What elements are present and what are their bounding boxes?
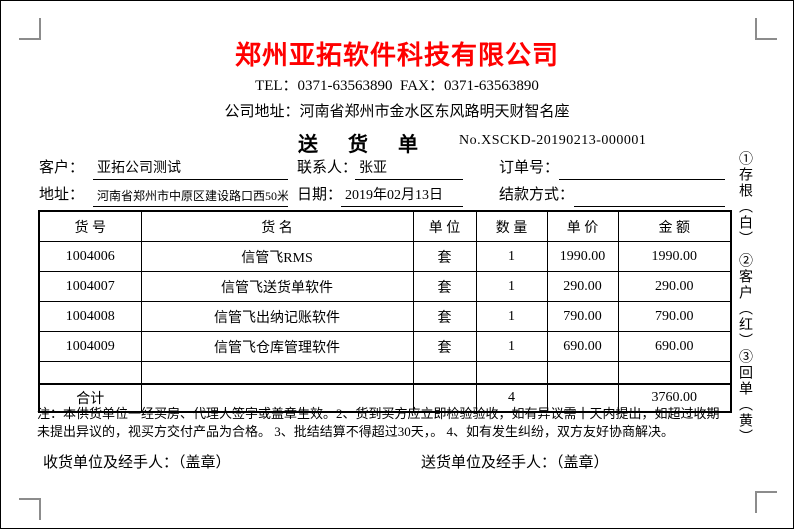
table-total-row: 合计 4 3760.00 bbox=[38, 383, 732, 413]
cell-item-no: 1004008 bbox=[38, 301, 142, 332]
total-amount: 3760.00 bbox=[617, 383, 732, 413]
cell-amount: 790.00 bbox=[617, 301, 732, 332]
order-no-label: 订单号： bbox=[499, 160, 560, 176]
table-row: 1004007 信管飞送货单软件 套 1 290.00 290.00 bbox=[38, 271, 732, 302]
header-unit-price: 单 价 bbox=[546, 210, 619, 242]
cell-item-name: 信管飞送货单软件 bbox=[140, 271, 414, 302]
cell-item-name bbox=[140, 361, 414, 385]
customer-label: 客户： bbox=[39, 160, 85, 176]
copy-label-customer-red: ②客户（红） bbox=[737, 253, 752, 349]
cell-unit-price: 1990.00 bbox=[546, 241, 619, 272]
table-row: 1004006 信管飞RMS 套 1 1990.00 1990.00 bbox=[38, 241, 732, 272]
header-amount: 金 额 bbox=[617, 210, 732, 242]
crop-mark-top-left-icon bbox=[19, 18, 41, 40]
cell-item-no: 1004007 bbox=[38, 271, 142, 302]
payment-method-label: 结款方式： bbox=[499, 187, 575, 203]
total-unit-blank bbox=[412, 383, 477, 413]
document-number: No.XSCKD-20190213-000001 bbox=[459, 133, 647, 148]
cell-amount: 690.00 bbox=[617, 331, 732, 362]
contact-label: 联系人： bbox=[297, 160, 358, 176]
date-value: 2019年02月13日 bbox=[341, 186, 463, 207]
table-row: 1004009 信管飞仓库管理软件 套 1 690.00 690.00 bbox=[38, 331, 732, 362]
cell-item-no bbox=[38, 361, 142, 385]
cell-unit-price: 690.00 bbox=[546, 331, 619, 362]
header-item-name: 货 名 bbox=[140, 210, 414, 242]
cell-item-name: 信管飞仓库管理软件 bbox=[140, 331, 414, 362]
receiver-signature-line: 收货单位及经手人：（盖章） bbox=[43, 455, 231, 471]
header-item-no: 货 号 bbox=[38, 210, 142, 242]
customer-value: 亚拓公司测试 bbox=[93, 159, 288, 180]
company-address: 公司地址：河南省郑州市金水区东风路明天财智名座 bbox=[224, 104, 570, 120]
cell-quantity: 1 bbox=[475, 301, 548, 332]
total-item-name-blank bbox=[140, 383, 414, 413]
table-row: 1004008 信管飞出纳记账软件 套 1 790.00 790.00 bbox=[38, 301, 732, 332]
cell-unit: 套 bbox=[412, 271, 477, 302]
header-quantity: 数 量 bbox=[475, 210, 548, 242]
cell-amount: 1990.00 bbox=[617, 241, 732, 272]
cell-quantity: 1 bbox=[475, 241, 548, 272]
header-unit: 单 位 bbox=[412, 210, 477, 242]
cell-amount bbox=[617, 361, 732, 385]
payment-method-value bbox=[574, 186, 725, 207]
table-empty-row bbox=[38, 361, 732, 385]
cell-item-name: 信管飞出纳记账软件 bbox=[140, 301, 414, 332]
cell-unit-price: 790.00 bbox=[546, 301, 619, 332]
document-title: 送 货 单 bbox=[298, 134, 423, 156]
crop-mark-bottom-left-icon bbox=[19, 498, 41, 520]
terms-notes: 注：本供货单位一经买房、代理人签字或盖章生效。2、货到买方应立即检验验收，如有异… bbox=[37, 406, 720, 439]
cell-unit-price bbox=[546, 361, 619, 385]
tel-fax-line: TEL：0371-63563890 FAX：0371-63563890 bbox=[255, 78, 539, 94]
cell-item-no: 1004009 bbox=[38, 331, 142, 362]
customer-address-value: 河南省郑州市中原区建设路口西50米 bbox=[93, 186, 288, 207]
items-table: 货 号 货 名 单 位 数 量 单 价 金 额 1004006 信管飞RMS 套… bbox=[38, 210, 732, 413]
sender-signature-line: 送货单位及经手人：（盖章） bbox=[421, 455, 609, 471]
total-unit-price-blank bbox=[546, 383, 619, 413]
cell-unit: 套 bbox=[412, 301, 477, 332]
cell-item-name: 信管飞RMS bbox=[140, 241, 414, 272]
crop-mark-top-right-icon bbox=[755, 18, 777, 40]
total-label: 合计 bbox=[38, 383, 142, 413]
company-name: 郑州亚拓软件科技有限公司 bbox=[234, 41, 559, 70]
cell-quantity: 1 bbox=[475, 271, 548, 302]
customer-address-label: 地址： bbox=[39, 187, 85, 203]
table-header-row: 货 号 货 名 单 位 数 量 单 价 金 额 bbox=[38, 210, 732, 242]
cell-quantity bbox=[475, 361, 548, 385]
copy-label-stub-white: ①存根（白） bbox=[737, 151, 752, 247]
order-no-value bbox=[559, 159, 725, 180]
copy-label-receipt-yellow: ③回单（黄） bbox=[737, 349, 752, 445]
cell-unit: 套 bbox=[412, 241, 477, 272]
cell-amount: 290.00 bbox=[617, 271, 732, 302]
date-label: 日期： bbox=[297, 187, 343, 203]
cell-unit: 套 bbox=[412, 331, 477, 362]
cell-unit bbox=[412, 361, 477, 385]
cell-quantity: 1 bbox=[475, 331, 548, 362]
cell-item-no: 1004006 bbox=[38, 241, 142, 272]
cell-unit-price: 290.00 bbox=[546, 271, 619, 302]
crop-mark-bottom-right-icon bbox=[755, 491, 777, 513]
contact-value: 张亚 bbox=[355, 159, 463, 180]
